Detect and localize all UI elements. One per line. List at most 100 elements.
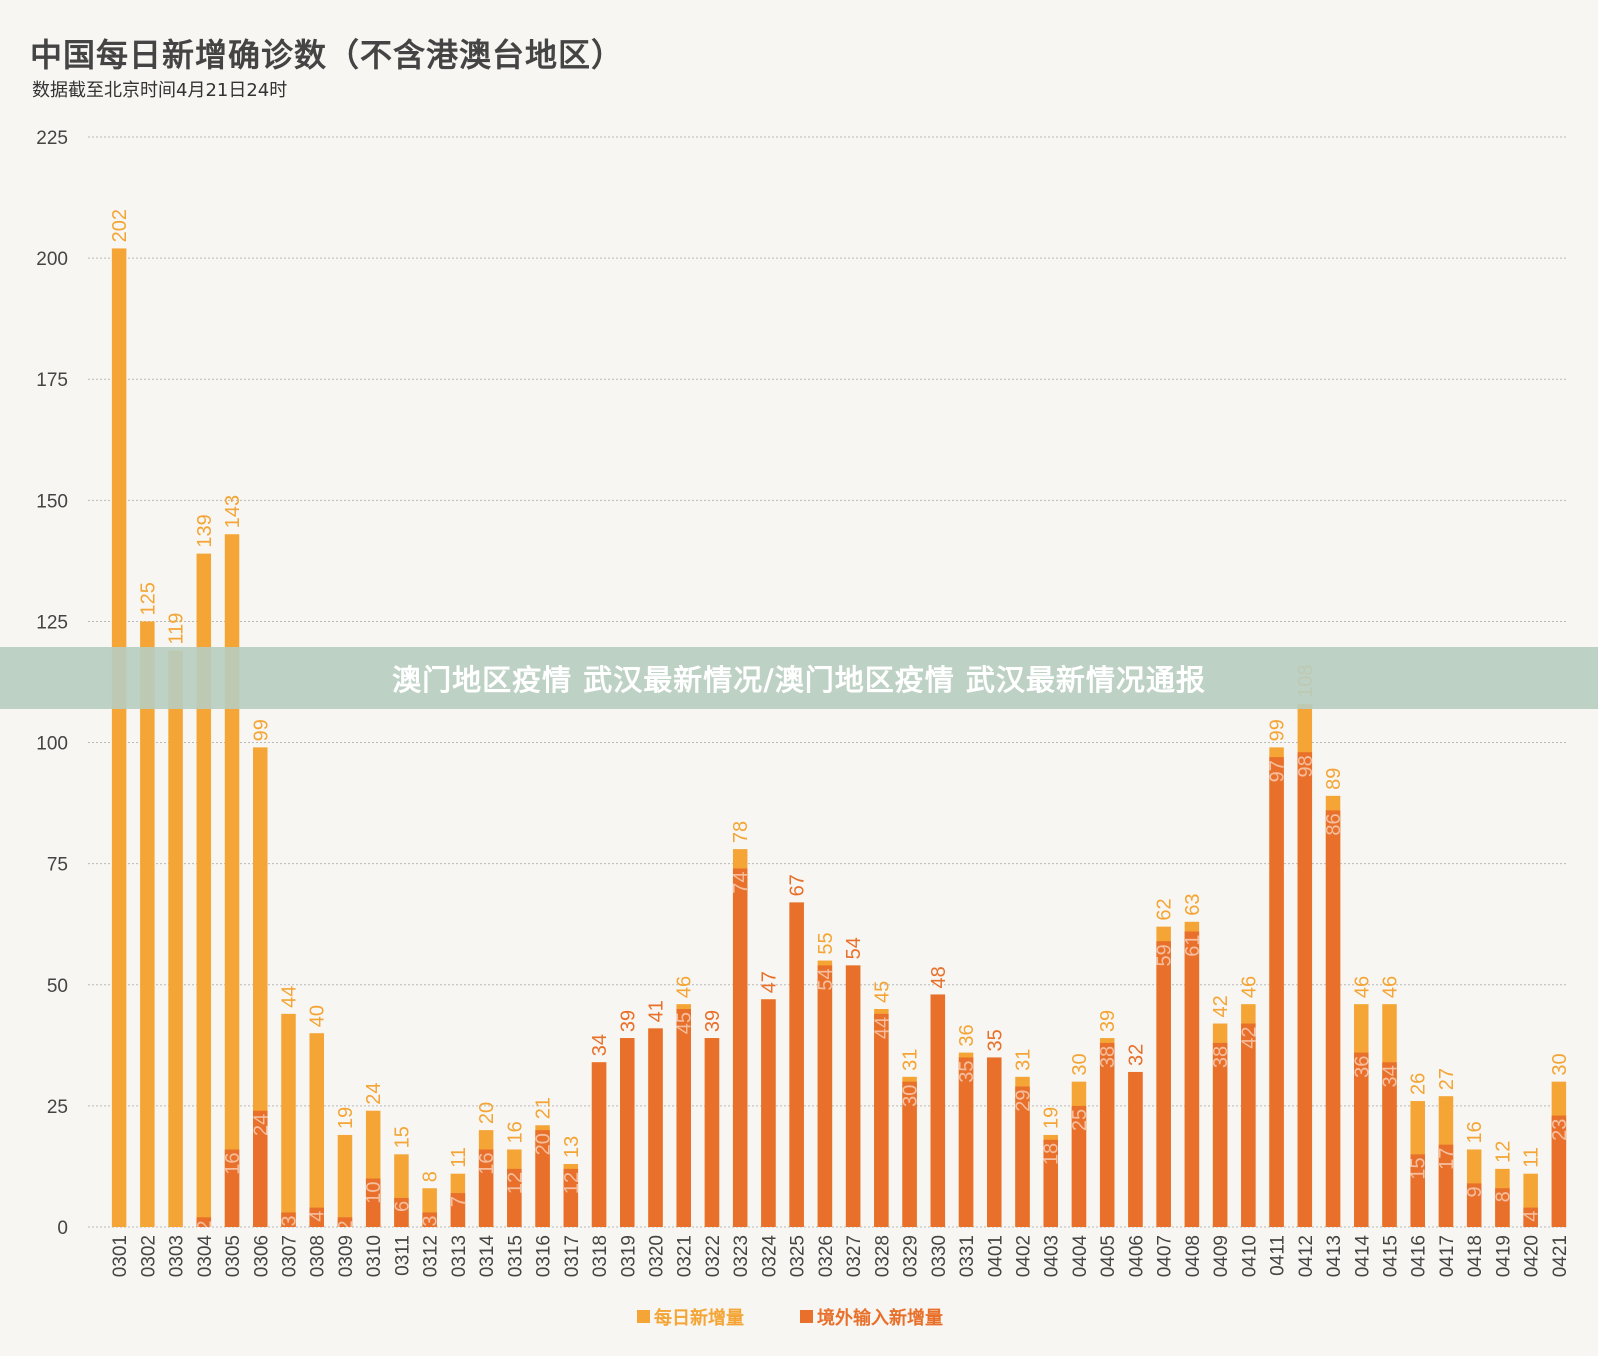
x-tick-label-0302: 0302 <box>138 1235 159 1277</box>
x-tick-label-0405: 0405 <box>1098 1235 1119 1277</box>
bar-imported-0317 <box>563 1168 579 1227</box>
data-label-imported-0309: 2 <box>335 1220 357 1231</box>
bar-imported-0309 <box>337 1217 353 1227</box>
data-label-total-0421: 30 <box>1549 1053 1571 1075</box>
bar-imported-0305 <box>224 1149 240 1227</box>
x-tick-label-0416: 0416 <box>1409 1235 1430 1277</box>
data-label-imported-0402: 29 <box>1013 1090 1035 1112</box>
x-tick-label-0309: 0309 <box>336 1235 357 1277</box>
data-label-imported-0323: 74 <box>730 872 752 894</box>
bar-imported-0318 <box>591 1062 607 1227</box>
x-tick-label-0307: 0307 <box>280 1235 301 1277</box>
data-label-total-0329: 31 <box>900 1049 922 1071</box>
bar-imported-0331 <box>958 1057 974 1227</box>
data-label-total-0306: 99 <box>250 719 272 741</box>
data-label-total-0324: 47 <box>758 971 780 993</box>
x-tick-label-0404: 0404 <box>1070 1235 1091 1278</box>
data-label-total-0416: 26 <box>1408 1073 1430 1095</box>
bar-imported-0415 <box>1382 1062 1397 1227</box>
x-tick-label-0310: 0310 <box>364 1235 385 1277</box>
x-tick-label-0421: 0421 <box>1550 1235 1571 1277</box>
x-tick-label-0318: 0318 <box>590 1235 611 1277</box>
data-label-total-0411: 99 <box>1267 719 1289 741</box>
data-label-total-0307: 44 <box>279 986 301 1008</box>
bar-total-0309 <box>337 1134 353 1227</box>
data-label-total-0328: 45 <box>871 981 893 1003</box>
data-label-imported-0410: 42 <box>1238 1027 1260 1049</box>
x-tick-label-0301: 0301 <box>110 1235 131 1277</box>
y-tick-label: 225 <box>36 128 68 149</box>
data-label-total-0415: 46 <box>1380 976 1402 998</box>
data-label-total-0305: 143 <box>222 495 244 528</box>
data-label-total-0322: 39 <box>702 1010 724 1032</box>
bar-total-0305 <box>224 534 240 1227</box>
data-label-total-0303: 119 <box>166 613 188 645</box>
bar-total-0302 <box>140 621 155 1227</box>
x-tick-label-0420: 0420 <box>1522 1235 1543 1277</box>
bar-imported-0308 <box>309 1207 324 1227</box>
x-tick-label-0407: 0407 <box>1155 1235 1176 1277</box>
data-label-imported-0415: 34 <box>1380 1065 1402 1087</box>
chart-subtitle: 数据截至北京时间4月21日24时 <box>32 80 288 101</box>
legend-swatch-0 <box>637 1310 650 1323</box>
data-label-total-0327: 54 <box>843 937 865 959</box>
x-tick-label-0319: 0319 <box>618 1235 639 1277</box>
data-label-total-0403: 19 <box>1041 1107 1063 1129</box>
bar-imported-0312 <box>422 1212 437 1227</box>
x-tick-label-0408: 0408 <box>1183 1235 1204 1277</box>
bar-imported-0402 <box>1015 1086 1030 1227</box>
x-tick-label-0417: 0417 <box>1437 1235 1458 1277</box>
banner-text: 澳门地区疫情 武汉最新情况/澳门地区疫情 武汉最新情况通报 <box>392 663 1206 697</box>
data-label-total-0402: 31 <box>1013 1049 1035 1071</box>
data-label-imported-0326: 54 <box>815 968 837 990</box>
data-label-total-0304: 139 <box>194 514 216 547</box>
data-label-imported-0329: 30 <box>900 1085 922 1107</box>
bar-imported-0413 <box>1325 810 1341 1227</box>
chart-title: 中国每日新增确诊数（不含港澳台地区） <box>30 36 625 74</box>
y-tick-label: 75 <box>47 855 68 876</box>
bar-imported-0412 <box>1297 752 1313 1227</box>
data-label-total-0330: 48 <box>928 966 950 988</box>
x-tick-label-0415: 0415 <box>1381 1235 1402 1277</box>
data-label-imported-0308: 4 <box>307 1211 329 1222</box>
data-label-imported-0328: 44 <box>871 1017 893 1039</box>
data-label-imported-0331: 35 <box>956 1060 978 1082</box>
bar-imported-0307 <box>281 1212 296 1227</box>
bar-imported-0320 <box>648 1028 663 1227</box>
bar-imported-0315 <box>507 1168 522 1227</box>
bar-imported-0319 <box>620 1038 635 1227</box>
x-tick-label-0328: 0328 <box>872 1235 893 1277</box>
bar-imported-0401 <box>987 1057 1002 1227</box>
x-tick-label-0314: 0314 <box>477 1235 498 1278</box>
data-label-imported-0312: 3 <box>420 1215 442 1226</box>
data-label-imported-0416: 15 <box>1408 1157 1430 1179</box>
bar-imported-0322 <box>704 1038 720 1227</box>
bar-imported-0410 <box>1241 1023 1256 1227</box>
data-label-imported-0314: 16 <box>476 1152 498 1174</box>
data-label-total-0419: 12 <box>1492 1141 1514 1163</box>
bar-imported-0311 <box>394 1197 409 1227</box>
data-label-total-0413: 89 <box>1323 768 1345 790</box>
x-tick-label-0311: 0311 <box>392 1235 413 1276</box>
bar-imported-0417 <box>1438 1144 1454 1227</box>
data-label-imported-0311: 6 <box>391 1201 413 1212</box>
data-label-imported-0421: 23 <box>1549 1119 1571 1141</box>
data-label-total-0318: 34 <box>589 1034 611 1056</box>
x-tick-label-0308: 0308 <box>308 1235 329 1277</box>
bar-imported-0411 <box>1269 757 1284 1227</box>
bar-imported-0420 <box>1523 1207 1538 1227</box>
y-tick-label: 125 <box>36 612 68 633</box>
x-tick-label-0316: 0316 <box>534 1235 555 1277</box>
bar-imported-0409 <box>1212 1042 1228 1227</box>
y-tick-label: 25 <box>47 1097 68 1118</box>
data-label-total-0418: 16 <box>1464 1121 1486 1143</box>
data-label-total-0410: 46 <box>1238 976 1260 998</box>
data-label-total-0409: 42 <box>1210 995 1232 1017</box>
y-tick-label: 175 <box>36 370 68 391</box>
data-label-total-0313: 11 <box>448 1147 470 1168</box>
data-label-total-0405: 39 <box>1097 1010 1119 1032</box>
data-label-total-0407: 62 <box>1154 898 1176 920</box>
data-label-imported-0315: 12 <box>504 1172 526 1194</box>
bar-imported-0323 <box>732 868 748 1227</box>
bar-imported-0414 <box>1354 1052 1369 1227</box>
